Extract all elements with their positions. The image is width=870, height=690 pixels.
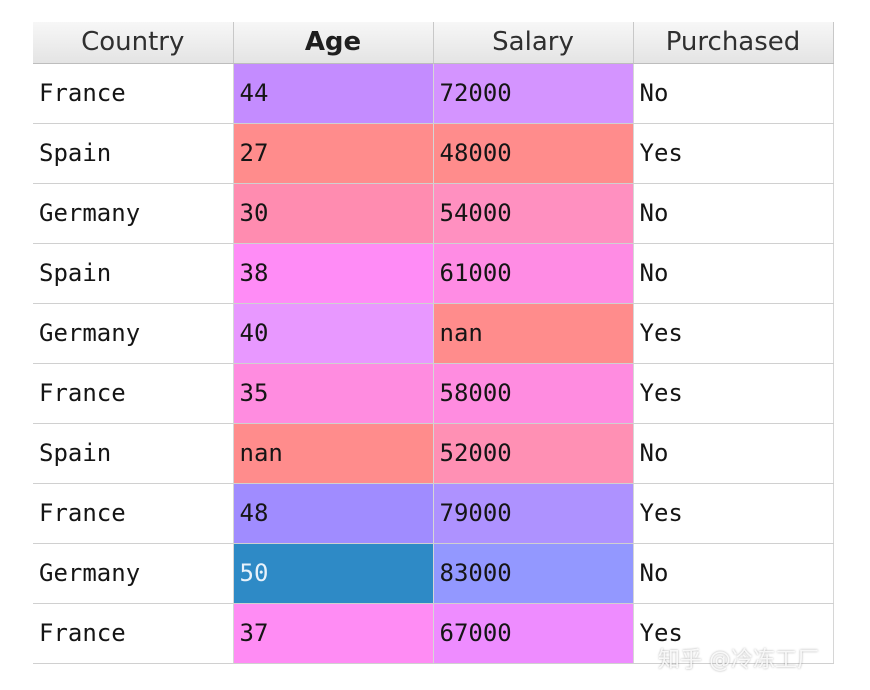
cell-salary[interactable]: 83000 <box>433 543 634 604</box>
cell-age[interactable]: 30 <box>233 183 434 244</box>
cell-country[interactable]: Spain <box>33 123 234 184</box>
cell-age[interactable]: 27 <box>233 123 434 184</box>
cell-salary[interactable]: 67000 <box>433 603 634 664</box>
table-row: France 37 67000 Yes <box>33 603 834 664</box>
cell-salary[interactable]: 61000 <box>433 243 634 304</box>
table-body: France 44 72000 No Spain 27 48000 Yes Germany 30 5… <box>33 63 834 664</box>
table-row: Spain nan 52000 No <box>33 423 834 484</box>
cell-purchased[interactable]: No <box>633 183 834 244</box>
cell-country[interactable]: Spain <box>33 423 234 484</box>
cell-purchased[interactable]: Yes <box>633 303 834 364</box>
table-row: Spain 27 48000 Yes <box>33 123 834 184</box>
table-row: France 35 58000 Yes <box>33 363 834 424</box>
cell-age[interactable]: 38 <box>233 243 434 304</box>
cell-age[interactable]: 50 <box>233 543 434 604</box>
table-row: France 48 79000 Yes <box>33 483 834 544</box>
cell-country[interactable]: Germany <box>33 303 234 364</box>
column-header-purchased[interactable]: Purchased <box>633 22 834 64</box>
cell-purchased[interactable]: No <box>633 63 834 124</box>
cell-age[interactable]: 48 <box>233 483 434 544</box>
column-header-country[interactable]: Country <box>33 22 234 64</box>
watermark: 知乎 @冷冻工厂 <box>658 648 819 673</box>
cell-country[interactable]: France <box>33 63 234 124</box>
table-row: Germany 30 54000 No <box>33 183 834 244</box>
cell-country[interactable]: France <box>33 603 234 664</box>
cell-age[interactable]: 40 <box>233 303 434 364</box>
cell-salary[interactable]: nan <box>433 303 634 364</box>
cell-country[interactable]: Spain <box>33 243 234 304</box>
cell-country[interactable]: Germany <box>33 183 234 244</box>
cell-purchased[interactable]: Yes <box>633 483 834 544</box>
cell-purchased[interactable]: Yes <box>633 603 834 664</box>
cell-salary[interactable]: 48000 <box>433 123 634 184</box>
table-row: Germany 40 nan Yes <box>33 303 834 364</box>
cell-salary[interactable]: 72000 <box>433 63 634 124</box>
cell-salary[interactable]: 58000 <box>433 363 634 424</box>
column-header-salary[interactable]: Salary <box>433 22 634 64</box>
cell-salary[interactable]: 52000 <box>433 423 634 484</box>
cell-salary[interactable]: 79000 <box>433 483 634 544</box>
cell-salary[interactable]: 54000 <box>433 183 634 244</box>
cell-age[interactable]: 35 <box>233 363 434 424</box>
cell-purchased[interactable]: No <box>633 543 834 604</box>
cell-purchased[interactable]: No <box>633 243 834 304</box>
cell-age[interactable]: 37 <box>233 603 434 664</box>
cell-purchased[interactable]: No <box>633 423 834 484</box>
table-row: Germany 50 83000 No <box>33 543 834 604</box>
cell-purchased[interactable]: Yes <box>633 123 834 184</box>
header-row: Country Age Salary Purchased <box>33 22 834 64</box>
dataframe-table: Country Age Salary Purchased France 44 720… <box>33 22 834 664</box>
cell-purchased[interactable]: Yes <box>633 363 834 424</box>
cell-country[interactable]: France <box>33 363 234 424</box>
cell-country[interactable]: Germany <box>33 543 234 604</box>
cell-age[interactable]: 44 <box>233 63 434 124</box>
column-header-age[interactable]: Age <box>233 22 434 64</box>
table-row: Spain 38 61000 No <box>33 243 834 304</box>
cell-country[interactable]: France <box>33 483 234 544</box>
table-row: France 44 72000 No <box>33 63 834 124</box>
cell-age[interactable]: nan <box>233 423 434 484</box>
